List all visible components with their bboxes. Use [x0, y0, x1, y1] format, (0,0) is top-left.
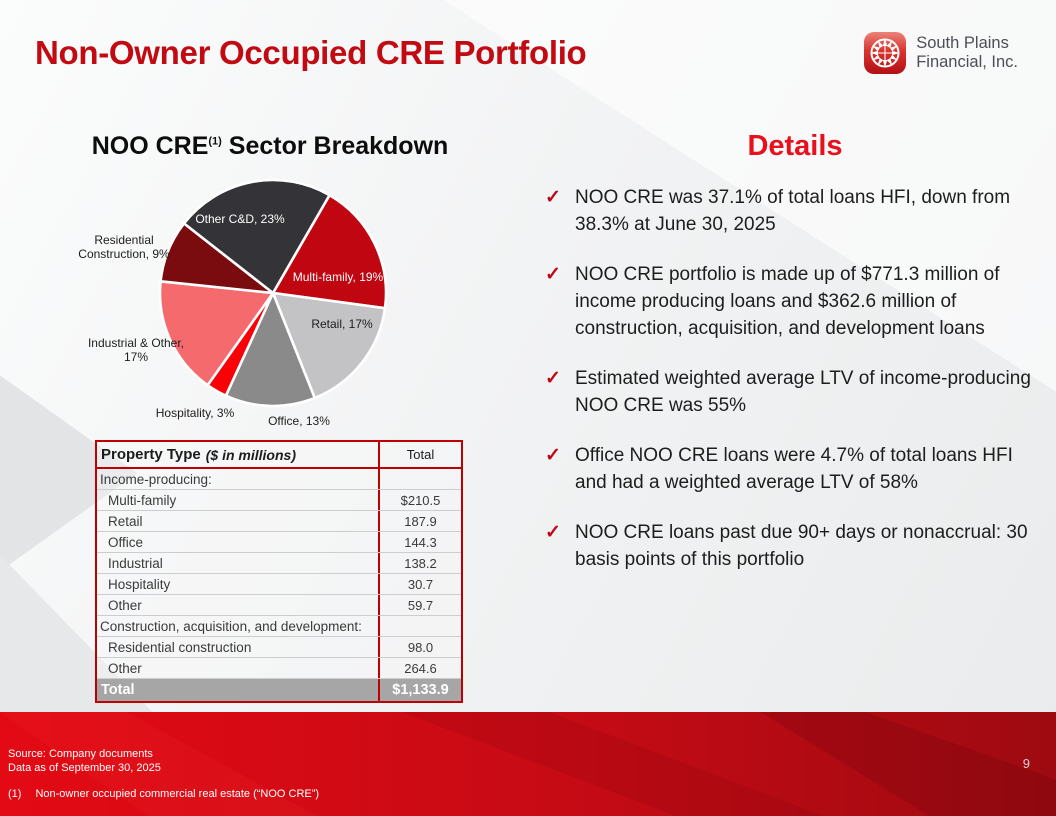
company-name: South Plains Financial, Inc.: [916, 34, 1018, 72]
table-header-label: Property Type: [101, 446, 201, 463]
table-row-label: Retail: [108, 513, 143, 529]
table-total-row: Total $1,133.9: [97, 679, 461, 701]
detail-bullet: ✓ Office NOO CRE loans were 4.7% of total…: [545, 442, 1045, 496]
details-heading: Details: [747, 130, 843, 162]
company-name-line2: Financial, Inc.: [916, 53, 1018, 71]
pie-slice-office: [224, 291, 317, 408]
table-row-label: Other: [108, 597, 142, 613]
slide-title: Non-Owner Occupied CRE Portfolio: [35, 34, 587, 71]
pie-chart-svg: [158, 178, 388, 408]
table-row-value: 59.7: [378, 595, 461, 615]
slide-header: Non-Owner Occupied CRE Portfolio: [0, 0, 1056, 100]
table-total-label: Total: [101, 682, 135, 698]
table-row-value: [378, 616, 461, 636]
pie-label-industrial-other: Industrial & Other, 17%: [87, 335, 185, 364]
table-row-label: Industrial: [108, 555, 163, 571]
table-header-total: Total: [378, 442, 461, 467]
pie-label-other-c-d: Other C&D, 23%: [195, 211, 285, 226]
chart-title-footnote-ref: (1): [208, 135, 222, 148]
pie-label-retail: Retail, 17%: [311, 316, 373, 331]
table-row: Other 264.6: [97, 658, 461, 679]
detail-bullet-text: Estimated weighted average LTV of income…: [575, 368, 1031, 416]
detail-bullet: ✓ Estimated weighted average LTV of incom…: [545, 365, 1045, 419]
table-row-value: [378, 469, 461, 489]
chart-title-tail: Sector Breakdown: [221, 132, 449, 160]
checkmark-icon: ✓: [545, 445, 561, 466]
footnote-marker: (1): [8, 788, 22, 800]
table-row: Income-producing:: [97, 469, 461, 490]
pie-slice-other-c-d: [182, 178, 331, 295]
source-note: Source: Company documents Data as of Sep…: [8, 747, 161, 775]
chart-title-main: NOO CRE: [91, 132, 209, 160]
detail-bullet: ✓ NOO CRE portfolio is made up of $771.3 …: [545, 261, 1045, 342]
table-header-row: Property Type ($ in millions) Total: [97, 442, 461, 469]
pie-label-multi-family: Multi-family, 19%: [292, 269, 384, 284]
detail-bullet: ✓ NOO CRE loans past due 90+ days or nona…: [545, 519, 1045, 573]
table-row: Industrial 138.2: [97, 553, 461, 574]
table-row-label: Office: [108, 534, 144, 550]
pie-label-residential-construction: Residential Construction, 9%: [78, 232, 170, 261]
detail-bullet-text: NOO CRE was 37.1% of total loans HFI, do…: [575, 187, 1011, 235]
table-row: Residential construction 98.0: [97, 637, 461, 658]
source-line2: Data as of September 30, 2025: [8, 762, 161, 774]
checkmark-icon: ✓: [545, 264, 561, 285]
details-list: ✓ NOO CRE was 37.1% of total loans HFI, d…: [545, 184, 1045, 573]
property-type-table: Property Type ($ in millions) Total Inco…: [95, 440, 463, 703]
company-logo-icon: [864, 32, 907, 74]
table-body: Income-producing: Multi-family $210.5 Retai…: [97, 469, 461, 679]
table-row-value: 187.9: [378, 511, 461, 531]
table-row-value: 264.6: [378, 658, 461, 678]
page-number: 9: [1022, 756, 1030, 771]
table-row-label: Construction, acquisition, and developme…: [100, 618, 362, 634]
table-row-value: 144.3: [378, 532, 461, 552]
detail-bullet: ✓ NOO CRE was 37.1% of total loans HFI, d…: [545, 184, 1045, 238]
table-row-label: Residential construction: [108, 639, 252, 655]
detail-bullet-text: Office NOO CRE loans were 4.7% of total …: [575, 445, 1013, 493]
table-row-value: 30.7: [378, 574, 461, 594]
table-total-value: $1,133.9: [378, 679, 461, 701]
table-row: Office 144.3: [97, 532, 461, 553]
footnote: (1) Non-owner occupied commercial real e…: [8, 788, 319, 800]
table-row-value: $210.5: [378, 490, 461, 510]
table-row-label: Hospitality: [108, 576, 171, 592]
footer-band: Source: Company documents Data as of Sep…: [0, 712, 1056, 816]
table-row-label: Multi-family: [108, 492, 177, 508]
table-row-value: 138.2: [378, 553, 461, 573]
table-row: Construction, acquisition, and developme…: [97, 616, 461, 637]
pie-slice-multi-family: [271, 193, 388, 310]
pie-label-hospitality: Hospitality, 3%: [155, 405, 235, 420]
pie-slice-retail: [271, 291, 387, 400]
details-section: Details ✓ NOO CRE was 37.1% of total loan…: [545, 130, 1045, 596]
checkmark-icon: ✓: [545, 368, 561, 389]
pie-label-office: Office, 13%: [268, 413, 330, 428]
table-row: Multi-family $210.5: [97, 490, 461, 511]
table-row-value: 98.0: [378, 637, 461, 657]
footnote-text: Non-owner occupied commercial real estat…: [35, 788, 320, 800]
pie-slice-industrial-other: [158, 280, 275, 387]
table-row: Hospitality 30.7: [97, 574, 461, 595]
company-logo: South Plains Financial, Inc.: [863, 31, 1018, 75]
chart-title: NOO CRE(1) Sector Breakdown: [75, 132, 465, 161]
checkmark-icon: ✓: [545, 522, 561, 543]
source-line1: Source: Company documents: [8, 748, 153, 760]
detail-bullet-text: NOO CRE loans past due 90+ days or nonac…: [575, 522, 1028, 570]
table-header-units-note: ($ in millions): [205, 446, 296, 463]
company-name-line1: South Plains: [916, 34, 1009, 52]
detail-bullet-text: NOO CRE portfolio is made up of $771.3 m…: [575, 264, 1000, 339]
table-row: Retail 187.9: [97, 511, 461, 532]
checkmark-icon: ✓: [545, 187, 561, 208]
table-row-label: Income-producing:: [100, 471, 212, 487]
table-header-property-type: Property Type ($ in millions): [97, 442, 378, 467]
table-row: Other 59.7: [97, 595, 461, 616]
pie-chart: Multi-family, 19% Retail, 17% Office, 13% H…: [78, 170, 480, 440]
table-row-label: Other: [108, 660, 142, 676]
